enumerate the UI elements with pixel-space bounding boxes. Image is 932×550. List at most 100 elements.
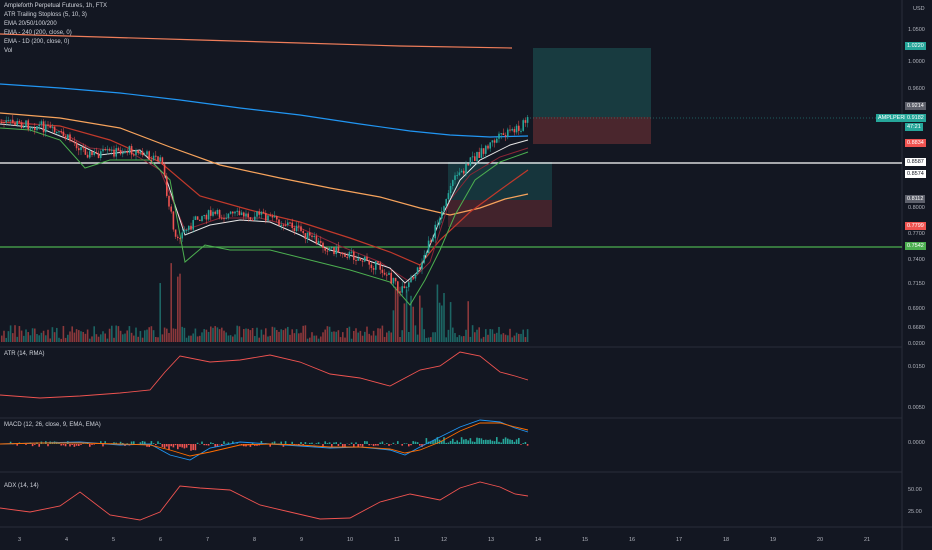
- volume-bar: [150, 326, 153, 342]
- macd-histogram-bar: [430, 441, 432, 444]
- candle-body: [291, 222, 293, 229]
- candle-body: [207, 210, 210, 220]
- volume-bar: [163, 327, 166, 342]
- macd-histogram-bar: [194, 444, 197, 451]
- macd-histogram-bar: [113, 442, 115, 444]
- macd-histogram-bar: [339, 442, 342, 444]
- candle-body: [139, 151, 142, 153]
- macd-histogram-bar: [133, 441, 135, 444]
- time-axis-label: 13: [488, 537, 495, 543]
- candle-body: [152, 155, 155, 161]
- macd-histogram-bar: [441, 440, 443, 444]
- macd-histogram-bar: [375, 444, 377, 446]
- macd-histogram-bar: [139, 442, 142, 444]
- macd-histogram-bar: [507, 438, 509, 444]
- volume-bar: [201, 332, 203, 342]
- macd-histogram-bar: [161, 444, 164, 447]
- volume-bar: [196, 336, 199, 342]
- volume-bar: [119, 330, 122, 342]
- macd-histogram-bar: [119, 441, 122, 444]
- candle-body: [128, 146, 131, 153]
- volume-bar: [144, 330, 146, 342]
- macd-histogram-bar: [335, 442, 337, 444]
- adx-pane-label[interactable]: ADX (14, 14): [4, 483, 39, 489]
- atr-pane-label[interactable]: ATR (14, RMA): [4, 351, 45, 357]
- candle-body: [478, 151, 480, 158]
- volume-bar: [249, 330, 252, 342]
- volume-bar: [410, 295, 412, 342]
- candle-body: [135, 150, 137, 155]
- candle-body: [172, 211, 175, 230]
- volume-bar: [3, 330, 5, 342]
- volume-bar: [174, 328, 177, 342]
- candle-body: [27, 120, 29, 130]
- volume-bar: [229, 335, 232, 342]
- legend-item[interactable]: EMA - 240 (200, close, 0): [4, 30, 72, 36]
- volume-bar: [227, 335, 230, 342]
- macd-histogram-bar: [291, 441, 293, 444]
- volume-bar: [95, 334, 98, 342]
- candle-body: [524, 120, 527, 123]
- volume-bar: [254, 336, 256, 342]
- volume-bar: [322, 332, 324, 342]
- candle-body: [201, 216, 203, 221]
- time-axis-label: 18: [723, 537, 730, 543]
- volume-bar: [460, 336, 463, 342]
- volume-bar: [315, 335, 318, 342]
- legend-item[interactable]: ATR Trailing Stoploss (5, 10, 3): [4, 12, 87, 18]
- candle-body: [146, 151, 148, 155]
- volume-bar: [214, 326, 216, 342]
- candle-body: [456, 175, 458, 177]
- price-axis-label: 0.7700: [908, 231, 925, 237]
- chart-title[interactable]: Ampleforth Perpetual Futures, 1h, FTX: [4, 3, 108, 9]
- legend-item[interactable]: Vol: [4, 48, 13, 54]
- macd-histogram-bar: [251, 442, 254, 444]
- candle-body: [188, 225, 190, 231]
- macd-histogram-bar: [311, 442, 313, 444]
- volume-bar: [170, 263, 172, 342]
- candle-body: [113, 149, 115, 157]
- candle-body: [515, 125, 518, 133]
- volume-bar: [104, 333, 106, 342]
- candle-body: [36, 126, 38, 131]
- candle-body: [328, 248, 331, 252]
- candle-body: [126, 151, 128, 153]
- macd-pane-label[interactable]: MACD (12, 26, close, 9, EMA, EMA): [4, 422, 101, 428]
- candle-body: [196, 216, 199, 220]
- volume-bar: [480, 338, 483, 342]
- macd-histogram-bar: [337, 444, 340, 446]
- macd-histogram-bar: [425, 438, 428, 444]
- macd-histogram-bar: [397, 441, 399, 444]
- candle-body: [53, 126, 56, 133]
- candle-body: [133, 154, 135, 156]
- candle-body: [458, 172, 461, 176]
- macd-histogram-bar: [212, 443, 214, 444]
- volume-bar: [190, 335, 192, 342]
- time-axis-label: 19: [770, 537, 777, 543]
- candle-body: [430, 240, 432, 242]
- candle-body: [60, 131, 62, 133]
- time-axis-label: 11: [394, 537, 400, 543]
- ema-1d-line: [0, 33, 513, 49]
- legend-item[interactable]: EMA 20/50/100/200: [4, 21, 57, 27]
- legend-item[interactable]: EMA - 1D (200, close, 0): [4, 39, 70, 45]
- price-axis-label: 1.0000: [908, 59, 925, 65]
- volume-bar: [397, 290, 399, 342]
- long-position-tool[interactable]: [533, 48, 651, 144]
- candle-body: [511, 129, 513, 131]
- macd-histogram-bar: [166, 444, 168, 447]
- macd-histogram-bar: [456, 440, 458, 444]
- volume-bar: [416, 334, 419, 342]
- volume-bar: [500, 334, 502, 342]
- macd-histogram-bar: [126, 443, 128, 444]
- volume-bar: [359, 330, 362, 342]
- volume-bar: [93, 326, 95, 342]
- candle-body: [102, 149, 104, 152]
- volume-bar: [128, 326, 131, 342]
- volume-bar: [348, 326, 351, 342]
- macd-histogram-bar: [449, 440, 452, 444]
- position-target-zone: [533, 48, 651, 117]
- white-line-price-tag: 0.8587: [905, 158, 926, 166]
- volume-bar: [518, 333, 520, 342]
